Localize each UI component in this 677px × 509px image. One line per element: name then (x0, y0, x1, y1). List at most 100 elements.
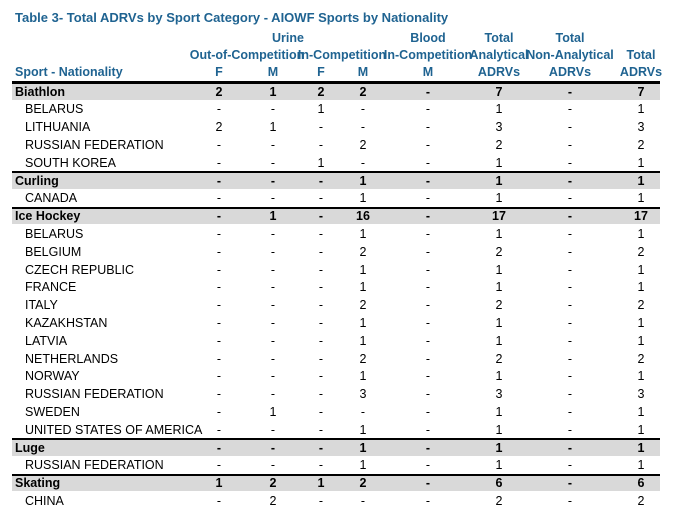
cell-value: 1 (495, 440, 503, 455)
cell-value: 1 (637, 280, 645, 295)
cell-value: - (318, 226, 324, 241)
cell-value: 1 (637, 315, 645, 330)
cell-value: 1 (637, 155, 645, 170)
cell-value: 2 (495, 244, 503, 259)
column-header: Analytical (469, 48, 529, 62)
cell-value: - (425, 280, 431, 295)
cell-value: 2 (215, 120, 223, 135)
cell-value: - (318, 191, 324, 206)
cell-value: - (318, 351, 324, 366)
cell-value: 1 (495, 458, 503, 473)
cell-value: - (360, 120, 366, 135)
cell-value: - (216, 244, 222, 259)
cell-value: - (567, 298, 573, 313)
group-row (12, 206, 660, 225)
cell-value: - (270, 387, 276, 402)
column-header: ADRVs (477, 65, 521, 79)
cell-value: 2 (495, 493, 503, 508)
cell-value: - (567, 280, 573, 295)
cell-value: 2 (269, 493, 277, 508)
column-header: Total (555, 31, 585, 45)
cell-value: - (425, 422, 431, 437)
group-row (12, 438, 660, 456)
cell-value: 2 (637, 298, 645, 313)
cell-value: - (216, 298, 222, 313)
cell-value: 1 (359, 422, 367, 437)
column-header: Total (484, 31, 514, 45)
cell-value: 1 (637, 226, 645, 241)
column-header: ADRVs (619, 65, 663, 79)
nationality: CANADA (25, 191, 78, 206)
cell-value: 1 (269, 84, 277, 99)
cell-value: - (318, 315, 324, 330)
cell-value: - (270, 298, 276, 313)
cell-value: 1 (359, 262, 367, 277)
nationality: RUSSIAN FEDERATION (25, 137, 164, 152)
cell-value: - (216, 493, 222, 508)
cell-value: - (567, 404, 573, 419)
cell-value: 3 (495, 387, 503, 402)
cell-value: 2 (637, 351, 645, 366)
cell-value: - (270, 351, 276, 366)
cell-value: - (425, 369, 431, 384)
cell-value: - (567, 84, 573, 99)
cell-value: 2 (359, 298, 367, 313)
cell-value: 17 (634, 209, 648, 224)
cell-value: - (425, 440, 431, 455)
cell-value: - (425, 315, 431, 330)
cell-value: 1 (359, 191, 367, 206)
nationality: LATVIA (25, 333, 68, 348)
cell-value: - (425, 84, 431, 99)
cell-value: 2 (637, 137, 645, 152)
cell-value: 1 (317, 155, 325, 170)
cell-value: - (567, 315, 573, 330)
cell-value: - (567, 209, 573, 224)
cell-value: - (216, 155, 222, 170)
cell-value: - (270, 458, 276, 473)
cell-value: - (318, 298, 324, 313)
cell-value: 2 (359, 137, 367, 152)
cell-value: - (425, 476, 431, 491)
cell-value: - (425, 209, 431, 224)
cell-value: 1 (495, 422, 503, 437)
cell-value: - (425, 333, 431, 348)
cell-value: - (216, 137, 222, 152)
nationality: NORWAY (25, 369, 80, 384)
cell-value: - (318, 173, 324, 188)
cell-value: 3 (637, 387, 645, 402)
nationality: SWEDEN (25, 404, 80, 419)
cell-value: - (318, 244, 324, 259)
cell-value: - (270, 315, 276, 330)
cell-value: 3 (495, 120, 503, 135)
cell-value: - (425, 404, 431, 419)
cell-value: - (318, 137, 324, 152)
table-title: Table 3- Total ADRVs by Sport Category -… (15, 10, 449, 25)
cell-value: 1 (495, 315, 503, 330)
cell-value: - (425, 226, 431, 241)
cell-value: - (567, 155, 573, 170)
cell-value: - (318, 458, 324, 473)
cell-value: 1 (495, 333, 503, 348)
cell-value: - (567, 191, 573, 206)
cell-value: - (318, 387, 324, 402)
cell-value: 1 (637, 262, 645, 277)
cell-value: 2 (269, 476, 277, 491)
cell-value: - (216, 315, 222, 330)
cell-value: - (567, 262, 573, 277)
group-row (12, 171, 660, 189)
cell-value: 2 (359, 244, 367, 259)
cell-value: 2 (317, 84, 325, 99)
cell-value: - (318, 120, 324, 135)
cell-value: 1 (637, 404, 645, 419)
cell-value: - (425, 244, 431, 259)
cell-value: - (360, 493, 366, 508)
cell-value: - (567, 244, 573, 259)
cell-value: 1 (495, 226, 503, 241)
cell-value: - (270, 102, 276, 117)
cell-value: - (318, 493, 324, 508)
cell-value: - (567, 226, 573, 241)
cell-value: 1 (215, 476, 223, 491)
cell-value: 1 (317, 102, 325, 117)
cell-value: - (318, 404, 324, 419)
sport-name: Ice Hockey (15, 209, 81, 224)
